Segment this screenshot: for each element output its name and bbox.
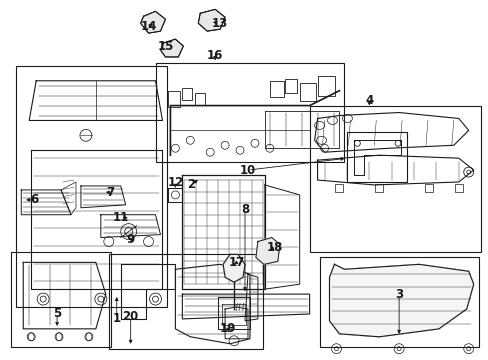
Bar xyxy=(335,184,343,192)
Text: 19: 19 xyxy=(220,322,236,336)
Polygon shape xyxy=(329,264,473,337)
Bar xyxy=(317,76,335,96)
Text: 13: 13 xyxy=(212,17,228,30)
Text: 10: 10 xyxy=(240,163,256,176)
Bar xyxy=(269,81,283,96)
Text: 11: 11 xyxy=(112,211,128,224)
Text: ∫∫∫: ∫∫∫ xyxy=(234,303,245,311)
Bar xyxy=(284,79,296,93)
Text: 14: 14 xyxy=(140,20,157,33)
Bar xyxy=(182,88,192,100)
Bar xyxy=(155,63,344,162)
Bar xyxy=(424,184,432,192)
Text: 7: 7 xyxy=(106,186,115,199)
Text: 5: 5 xyxy=(53,307,61,320)
Polygon shape xyxy=(198,9,224,31)
Text: 3: 3 xyxy=(394,288,402,301)
Text: 8: 8 xyxy=(241,203,248,216)
Bar xyxy=(346,132,406,182)
Bar xyxy=(309,105,480,252)
Polygon shape xyxy=(141,11,165,33)
Text: 20: 20 xyxy=(122,310,139,323)
Bar xyxy=(168,91,180,107)
Bar xyxy=(11,252,111,347)
Bar xyxy=(454,184,462,192)
Text: 12: 12 xyxy=(167,176,183,189)
Bar xyxy=(374,184,383,192)
Text: 9: 9 xyxy=(126,233,135,246)
Text: 18: 18 xyxy=(266,241,283,254)
Text: 6: 6 xyxy=(30,193,38,206)
Bar xyxy=(299,83,315,100)
Text: 16: 16 xyxy=(206,49,223,63)
Polygon shape xyxy=(160,39,183,57)
Text: 2: 2 xyxy=(187,179,195,192)
Text: 17: 17 xyxy=(228,256,244,269)
Text: 15: 15 xyxy=(157,40,173,53)
Text: 4: 4 xyxy=(365,94,373,107)
Bar xyxy=(16,66,167,307)
Text: 1: 1 xyxy=(112,312,121,325)
Polygon shape xyxy=(255,238,279,264)
Polygon shape xyxy=(223,255,244,282)
Bar xyxy=(195,93,205,105)
Bar xyxy=(108,255,263,349)
